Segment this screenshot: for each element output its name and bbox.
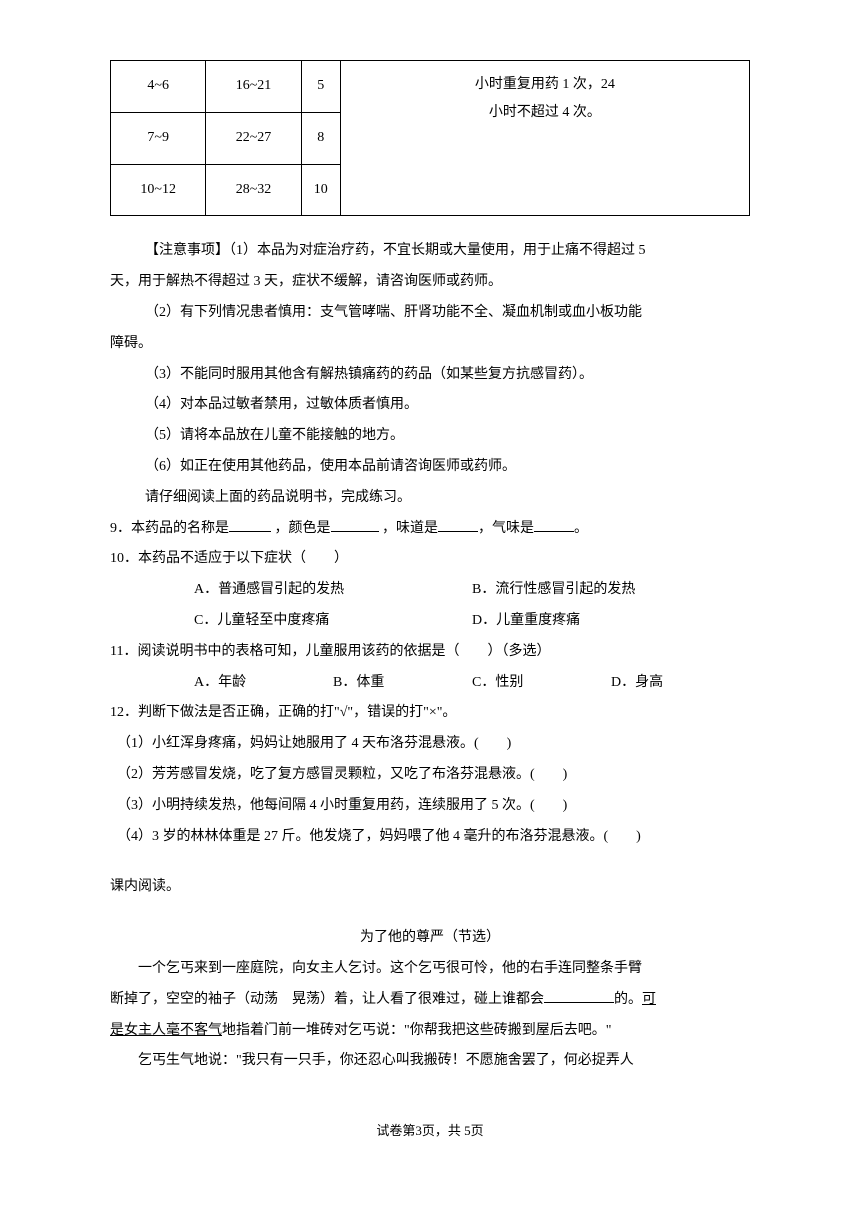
q10-option-d[interactable]: D．儿童重度疼痛 (472, 606, 750, 637)
question-10: 10．本药品不适应于以下症状（ ） (110, 544, 750, 575)
question-11: 11．阅读说明书中的表格可知，儿童服用该药的依据是（ ）（多选） (110, 637, 750, 668)
q9-blank-4[interactable] (534, 531, 574, 532)
notes-line-2: 小时不超过 4 次。 (349, 99, 741, 127)
q11-option-a[interactable]: A．年龄 (194, 668, 333, 699)
q12-sub-1: （1）小红浑身疼痛，妈妈让她服用了 4 天布洛芬混悬液。( ) (110, 729, 750, 760)
precaution-2b: 障碍。 (110, 329, 750, 360)
reading-p1b: 断掉了，空空的袖子（动荡 晃荡）着，让人看了很难过，碰上谁都会 的。可 (110, 985, 750, 1016)
cell-age-3: 10~12 (111, 164, 206, 216)
p1c-underline: 是女主人毫不客气 (110, 1023, 222, 1038)
q9-mid2: ，味道是 (382, 521, 438, 536)
question-9: 9．本药品的名称是 ，颜色是 ，味道是 ，气味是 。 (110, 514, 750, 545)
p1b-blank[interactable] (544, 1002, 614, 1003)
q9-pre: 9．本药品的名称是 (110, 521, 229, 536)
q10-option-c[interactable]: C．儿童轻至中度疼痛 (194, 606, 472, 637)
cell-age-1: 4~6 (111, 61, 206, 113)
cell-weight-2: 22~27 (206, 112, 301, 164)
q9-blank-3[interactable] (438, 531, 478, 532)
read-instruction: 请仔细阅读上面的药品说明书，完成练习。 (110, 483, 750, 514)
cell-dose-1: 5 (301, 61, 340, 113)
cell-notes: 小时重复用药 1 次，24 小时不超过 4 次。 (340, 61, 749, 216)
q10-option-b[interactable]: B．流行性感冒引起的发热 (472, 575, 750, 606)
reading-title: 为了他的尊严（节选） (110, 923, 750, 954)
cell-age-2: 7~9 (111, 112, 206, 164)
precaution-2a: （2）有下列情况患者慎用：支气管哮喘、肝肾功能不全、凝血机制或血小板功能 (110, 298, 750, 329)
reading-label: 课内阅读。 (110, 872, 750, 903)
q9-blank-1[interactable] (229, 531, 271, 532)
q10-option-a[interactable]: A．普通感冒引起的发热 (194, 575, 472, 606)
p1b-pre: 断掉了，空空的袖子（动荡 晃荡）着，让人看了很难过，碰上谁都会 (110, 992, 544, 1007)
precaution-1-cont: 天，用于解热不得超过 3 天，症状不缓解，请咨询医师或药师。 (110, 267, 750, 298)
cell-weight-3: 28~32 (206, 164, 301, 216)
q12-sub-3: （3）小明持续发热，他每间隔 4 小时重复用药，连续服用了 5 次。( ) (110, 791, 750, 822)
q12-sub-4: （4）3 岁的林林体重是 27 斤。他发烧了，妈妈喂了他 4 毫升的布洛芬混悬液… (110, 822, 750, 853)
q11-option-c[interactable]: C．性别 (472, 668, 611, 699)
p1b-post: 的。 (614, 992, 642, 1007)
q11-option-b[interactable]: B．体重 (333, 668, 472, 699)
q11-options: A．年龄 B．体重 C．性别 D．身高 (110, 668, 750, 699)
q12-sub-2: （2）芳芳感冒发烧，吃了复方感冒灵颗粒，又吃了布洛芬混悬液。( ) (110, 760, 750, 791)
p1c-rest: 地指着门前一堆砖对乞丐说："你帮我把这些砖搬到屋后去吧。" (222, 1023, 611, 1038)
cell-dose-3: 10 (301, 164, 340, 216)
reading-p2: 乞丐生气地说："我只有一只手，你还忍心叫我搬砖！不愿施舍罢了，何必捉弄人 (110, 1046, 750, 1077)
reading-p1c: 是女主人毫不客气地指着门前一堆砖对乞丐说："你帮我把这些砖搬到屋后去吧。" (110, 1016, 750, 1047)
q10-options-row1: A．普通感冒引起的发热 B．流行性感冒引起的发热 (110, 575, 750, 606)
precaution-3: （3）不能同时服用其他含有解热镇痛药的药品（如某些复方抗感冒药）。 (110, 360, 750, 391)
precaution-4: （4）对本品过敏者禁用，过敏体质者慎用。 (110, 390, 750, 421)
q11-option-d[interactable]: D．身高 (611, 668, 750, 699)
q10-options-row2: C．儿童轻至中度疼痛 D．儿童重度疼痛 (110, 606, 750, 637)
q9-mid1: ，颜色是 (275, 521, 331, 536)
dosage-table: 4~6 16~21 5 小时重复用药 1 次，24 小时不超过 4 次。 7~9… (110, 60, 750, 216)
reading-p1a: 一个乞丐来到一座庭院，向女主人乞讨。这个乞丐很可怜，他的右手连同整条手臂 (110, 954, 750, 985)
q9-blank-2[interactable] (331, 531, 379, 532)
notes-line-1: 小时重复用药 1 次，24 (349, 71, 741, 99)
precaution-5: （5）请将本品放在儿童不能接触的地方。 (110, 421, 750, 452)
cell-dose-2: 8 (301, 112, 340, 164)
cell-weight-1: 16~21 (206, 61, 301, 113)
question-12: 12．判断下做法是否正确，正确的打"√"，错误的打"×"。 (110, 698, 750, 729)
precaution-1: 【注意事项】（1）本品为对症治疗药，不宜长期或大量使用，用于止痛不得超过 5 (110, 236, 750, 267)
p1b-underline-start: 可 (642, 992, 656, 1007)
page-footer: 试卷第3页，共 5页 (110, 1117, 750, 1146)
precaution-6: （6）如正在使用其他药品，使用本品前请咨询医师或药师。 (110, 452, 750, 483)
q9-mid3: ，气味是 (478, 521, 534, 536)
q9-end: 。 (574, 521, 588, 536)
